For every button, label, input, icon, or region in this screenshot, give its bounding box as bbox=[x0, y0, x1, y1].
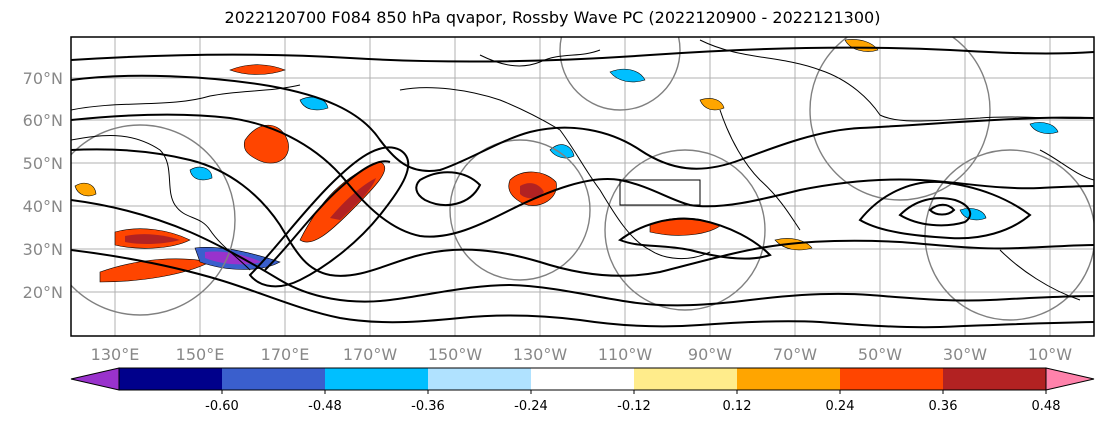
colorbar-tick-label: -0.12 bbox=[617, 399, 651, 414]
anomaly-shade bbox=[520, 183, 544, 199]
anomaly-shade bbox=[229, 64, 286, 75]
contour-line bbox=[858, 180, 1032, 240]
anomaly-shade bbox=[549, 144, 575, 159]
coastline bbox=[399, 87, 711, 260]
longitude-label: 90°W bbox=[688, 345, 732, 364]
country-border bbox=[619, 179, 701, 206]
reference-circle bbox=[559, 37, 681, 111]
longitude-label: 130°W bbox=[513, 345, 568, 364]
latitude-axis: 70°N 60°N 50°N 40°N 30°N 20°N bbox=[23, 69, 63, 302]
contour-line bbox=[71, 199, 1094, 307]
latitude-label: 40°N bbox=[23, 197, 63, 216]
colorbar: -0.60 -0.48 -0.36 -0.24 -0.12 0.12 0.24 0.36 0.4… bbox=[70, 367, 1095, 414]
colorbar-segment bbox=[531, 368, 634, 390]
colorbar-segment bbox=[840, 368, 943, 390]
longitude-label: 170°W bbox=[343, 345, 398, 364]
longitude-axis: 130°E 150°E 170°E 170°W 150°W 130°W 110°W 90°W 7… bbox=[91, 345, 1073, 364]
longitude-label: 150°E bbox=[176, 345, 225, 364]
colorbar-segment bbox=[634, 368, 737, 390]
longitude-label: 130°E bbox=[91, 345, 140, 364]
colorbar-segment bbox=[119, 368, 222, 390]
latitude-label: 20°N bbox=[23, 283, 63, 302]
colorbar-tick-label: 0.48 bbox=[1032, 399, 1061, 414]
reference-circles bbox=[71, 37, 1094, 321]
reference-circle bbox=[71, 124, 236, 316]
colorbar-tick-label: -0.24 bbox=[514, 399, 548, 414]
map-title: 2022120700 F084 850 hPa qvapor, Rossby W… bbox=[224, 8, 881, 27]
latitude-label: 60°N bbox=[23, 111, 63, 130]
colorbar-segment bbox=[428, 368, 531, 390]
colorbar-segment bbox=[943, 368, 1046, 390]
map-panel bbox=[70, 36, 1095, 337]
anomaly-shade bbox=[125, 234, 180, 245]
coastline bbox=[1039, 149, 1094, 181]
geopotential-contours bbox=[71, 46, 1094, 329]
colorbar-frame bbox=[118, 367, 1047, 391]
longitude-label: 70°W bbox=[773, 345, 817, 364]
contour-line bbox=[71, 249, 1094, 329]
anomaly-shade bbox=[299, 96, 329, 111]
colorbar-segment bbox=[222, 368, 325, 390]
contour-line bbox=[71, 74, 1094, 172]
anomaly-shade bbox=[1029, 122, 1059, 134]
anomaly-shade bbox=[699, 98, 725, 111]
latitude-label: 70°N bbox=[23, 69, 63, 88]
anomaly-shade bbox=[189, 166, 213, 181]
longitude-label: 170°E bbox=[261, 345, 310, 364]
contour-line bbox=[898, 197, 972, 227]
colorbar-tick-label: 0.36 bbox=[929, 399, 958, 414]
coastline bbox=[699, 39, 1094, 122]
coastline bbox=[71, 84, 301, 111]
coastline bbox=[71, 135, 251, 271]
anomaly-shade bbox=[74, 182, 97, 197]
colorbar-tick-label: 0.12 bbox=[723, 399, 752, 414]
colorbar-segment bbox=[325, 368, 428, 390]
longitude-label: 10°W bbox=[1028, 345, 1072, 364]
contour-line bbox=[248, 146, 410, 288]
colorbar-tick-label: -0.36 bbox=[411, 399, 445, 414]
contour-line bbox=[264, 160, 391, 271]
shaded-anomalies bbox=[74, 39, 1059, 283]
reference-circle bbox=[924, 149, 1094, 321]
colorbar-tick-label: -0.60 bbox=[205, 399, 239, 414]
longitude-label: 30°W bbox=[943, 345, 987, 364]
contour-line bbox=[71, 46, 1094, 63]
latitude-label: 30°N bbox=[23, 240, 63, 259]
longitude-label: 150°W bbox=[428, 345, 483, 364]
contour-line bbox=[71, 148, 1094, 277]
coastline bbox=[719, 109, 801, 231]
anomaly-shade bbox=[243, 124, 289, 164]
contour-line bbox=[71, 113, 1094, 238]
contour-line bbox=[415, 171, 482, 206]
latitude-label: 50°N bbox=[23, 154, 63, 173]
coastlines bbox=[71, 39, 1094, 301]
reference-circle bbox=[604, 149, 766, 311]
contour-line bbox=[928, 203, 956, 216]
colorbar-tick-label: 0.24 bbox=[826, 399, 855, 414]
anomaly-shade bbox=[299, 161, 386, 243]
longitude-label: 50°W bbox=[858, 345, 902, 364]
reference-circle bbox=[809, 37, 991, 201]
contour-line bbox=[617, 217, 772, 260]
colorbar-segment bbox=[737, 368, 840, 390]
colorbar-min-extension bbox=[70, 367, 120, 391]
colorbar-max-extension bbox=[1045, 367, 1095, 391]
anomaly-shade bbox=[609, 68, 646, 83]
map-frame bbox=[70, 36, 1095, 337]
anomaly-shade bbox=[959, 208, 987, 221]
colorbar-tick-label: -0.48 bbox=[308, 399, 342, 414]
anomaly-shade bbox=[330, 178, 376, 220]
longitude-label: 110°W bbox=[598, 345, 653, 364]
reference-circle bbox=[449, 139, 591, 281]
